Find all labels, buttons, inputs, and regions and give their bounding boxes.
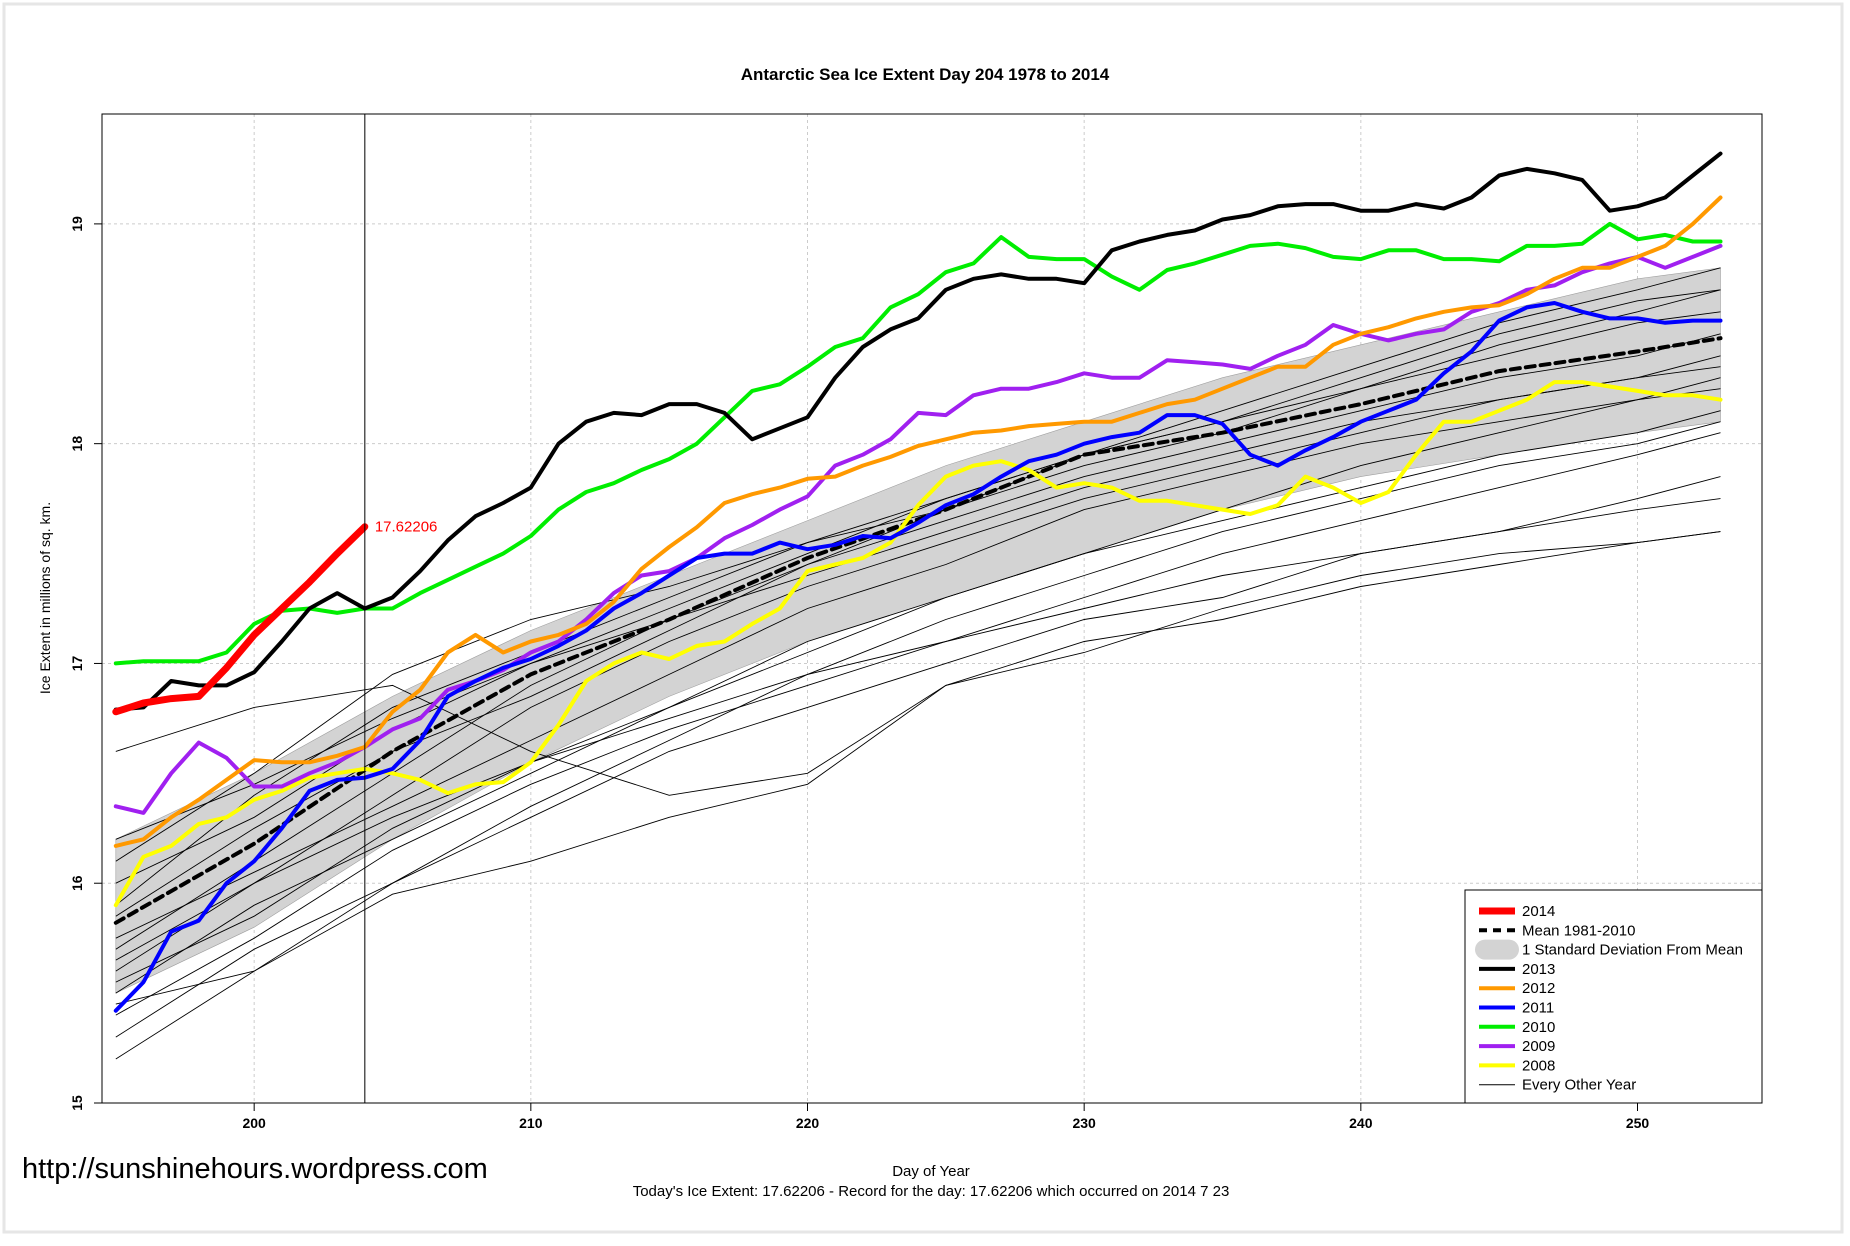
series-line-2012	[113, 195, 1723, 848]
chart-title: Antarctic Sea Ice Extent Day 204 1978 to…	[741, 65, 1110, 84]
y-tick-label: 16	[69, 875, 85, 891]
y-tick-label: 19	[69, 216, 85, 232]
series-line-2013	[113, 151, 1723, 712]
legend-label: 2008	[1522, 1057, 1555, 1074]
other-year-line	[115, 421, 1721, 1038]
series-line-2014	[112, 523, 369, 716]
x-tick-label: 220	[796, 1115, 820, 1131]
x-tick-label: 210	[519, 1115, 543, 1131]
legend-label: 2010	[1522, 1019, 1555, 1036]
footer-text: Today's Ice Extent: 17.62206 - Record fo…	[633, 1183, 1230, 1200]
legend-label: Every Other Year	[1522, 1077, 1636, 1094]
legend-label: 2014	[1522, 903, 1555, 920]
legend-box	[1464, 889, 1763, 1104]
legend-label: 1 Standard Deviation From Mean	[1522, 942, 1743, 959]
series-line-2010	[113, 221, 1723, 666]
other-year-line	[115, 531, 1721, 1005]
series-line-2009	[113, 243, 1723, 815]
series-line-mean-1981-2010	[113, 336, 1723, 925]
x-tick-label: 230	[1072, 1115, 1096, 1131]
y-axis-label: Ice Extent in millions of sq. km.	[37, 502, 53, 694]
plot-box	[101, 113, 1763, 1104]
legend-label: 2009	[1522, 1038, 1555, 1055]
legend: 2014 Mean 1981-2010 1 Standard Deviation F…	[1464, 889, 1763, 1104]
x-tick-label: 250	[1626, 1115, 1650, 1131]
other-year-line	[115, 388, 1721, 939]
legend-label: 2013	[1522, 961, 1555, 978]
x-tick-label: 240	[1349, 1115, 1373, 1131]
x-axis-label: Day of Year	[892, 1163, 970, 1180]
watermark: http://sunshinehours.wordpress.com	[22, 1153, 488, 1185]
other-year-line	[115, 498, 1721, 961]
other-year-line	[115, 366, 1721, 840]
other-year-line	[115, 377, 1721, 983]
day-marker: 17.62206	[364, 114, 438, 1103]
legend-label: 2012	[1522, 980, 1555, 997]
legend-label: 2011	[1522, 1000, 1554, 1017]
series-line-2011	[113, 301, 1723, 1013]
y-tick-label: 17	[69, 655, 85, 671]
value-annotation: 17.62206	[375, 519, 438, 536]
x-tick-label: 200	[242, 1115, 266, 1131]
highlighted-series	[112, 151, 1723, 1013]
axes: 200 210 220 230 240 250 15 16 17 18 19	[69, 113, 1763, 1131]
legend-swatch	[1475, 939, 1519, 960]
y-tick-label: 15	[69, 1095, 85, 1111]
legend-label: Mean 1981-2010	[1522, 922, 1635, 939]
y-tick-label: 18	[69, 436, 85, 452]
